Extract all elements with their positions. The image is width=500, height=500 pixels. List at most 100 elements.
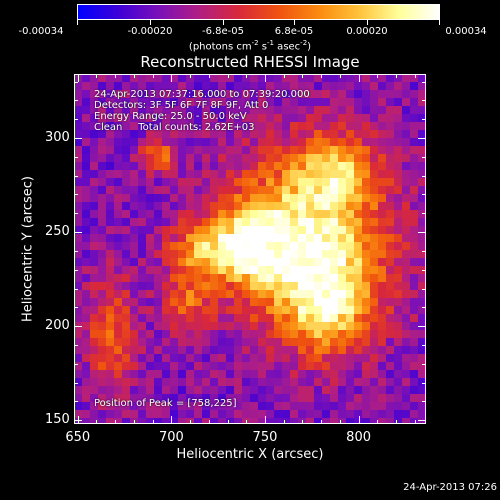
heatmap-cell [234, 418, 243, 424]
heatmap-cell [170, 194, 179, 203]
heatmap-cell [266, 74, 275, 83]
heatmap-cell [322, 154, 331, 163]
heatmap-cell [290, 90, 299, 99]
heatmap-cell [162, 114, 171, 123]
heatmap-cell [202, 82, 211, 91]
heatmap-cell [362, 194, 371, 203]
heatmap-cell [378, 202, 387, 211]
heatmap-cell [346, 402, 355, 411]
heatmap-cell [394, 90, 403, 99]
heatmap-cell [362, 346, 371, 355]
heatmap-cell [266, 274, 275, 283]
colorbar [77, 4, 440, 20]
heatmap-cell [82, 410, 91, 419]
heatmap-cell [146, 234, 155, 243]
heatmap-cell [354, 306, 363, 315]
heatmap-cell [394, 386, 403, 395]
heatmap-cell [106, 362, 115, 371]
heatmap-cell [82, 290, 91, 299]
heatmap-cell [418, 146, 426, 155]
heatmap-cell [338, 242, 347, 251]
heatmap-cell [178, 306, 187, 315]
heatmap-cell [258, 418, 267, 424]
x-axis-minor-tick [190, 420, 192, 424]
y-axis-label: Heliocentric Y (arcsec) [20, 176, 36, 322]
heatmap-cell [98, 330, 107, 339]
heatmap-cell [314, 114, 323, 123]
heatmap-cell [162, 290, 171, 299]
heatmap-cell [394, 314, 403, 323]
heatmap-cell [98, 170, 107, 179]
heatmap-cell [290, 370, 299, 379]
heatmap-cell [250, 234, 259, 243]
heatmap-cell [410, 362, 419, 371]
heatmap-cell [170, 362, 179, 371]
heatmap-cell [370, 218, 379, 227]
heatmap-cell [362, 402, 371, 411]
heatmap-cell [322, 234, 331, 243]
heatmap-cell [282, 314, 291, 323]
heatmap-cell [98, 122, 107, 131]
heatmap-cell [170, 154, 179, 163]
heatmap-cell [298, 330, 307, 339]
heatmap-cell [146, 114, 155, 123]
heatmap-cell [370, 354, 379, 363]
heatmap-cell [210, 370, 219, 379]
heatmap-cell [258, 306, 267, 315]
heatmap-cell [266, 146, 275, 155]
heatmap-cell [394, 186, 403, 195]
heatmap-cell [74, 90, 83, 99]
heatmap-cell [90, 90, 99, 99]
heatmap-cell [234, 250, 243, 259]
heatmap-cell [330, 162, 339, 171]
heatmap-cell [314, 330, 323, 339]
heatmap-cell [170, 266, 179, 275]
heatmap-cell [138, 90, 147, 99]
heatmap-cell [186, 330, 195, 339]
heatmap-cell [370, 202, 379, 211]
heatmap-cell [418, 82, 426, 91]
heatmap-cell [274, 258, 283, 267]
heatmap-cell [386, 154, 395, 163]
heatmap-cell [170, 114, 179, 123]
heatmap-cell [170, 386, 179, 395]
heatmap-cell [386, 242, 395, 251]
heatmap-cell [362, 330, 371, 339]
heatmap-cell [154, 186, 163, 195]
heatmap-cell [90, 394, 99, 403]
heatmap-cell [298, 394, 307, 403]
heatmap-cell [170, 98, 179, 107]
heatmap-cell [178, 138, 187, 147]
heatmap-cell [130, 378, 139, 387]
y-axis-minor-tick [74, 307, 78, 309]
heatmap-cell [242, 338, 251, 347]
y-axis-minor-tick [74, 119, 78, 121]
heatmap-cell [106, 106, 115, 115]
heatmap-cell [146, 146, 155, 155]
heatmap-cell [74, 242, 83, 251]
heatmap-cell [146, 394, 155, 403]
heatmap-cell [314, 346, 323, 355]
heatmap-cell [130, 394, 139, 403]
heatmap-cell [162, 274, 171, 283]
heatmap-cell [314, 418, 323, 424]
heatmap-cell [290, 210, 299, 219]
heatmap-cell [202, 178, 211, 187]
heatmap-cell [90, 258, 99, 267]
heatmap-cell [74, 82, 83, 91]
heatmap-cell [402, 402, 411, 411]
heatmap-cell [250, 330, 259, 339]
heatmap-cell [186, 218, 195, 227]
heatmap-cell [402, 122, 411, 131]
heatmap-cell [306, 402, 315, 411]
heatmap-cell [90, 186, 99, 195]
heatmap-cell [362, 354, 371, 363]
heatmap-cell [218, 98, 227, 107]
heatmap-cell [402, 178, 411, 187]
heatmap-cell [354, 234, 363, 243]
heatmap-cell [82, 362, 91, 371]
heatmap-cell [402, 146, 411, 155]
heatmap-cell [194, 306, 203, 315]
heatmap-cell [322, 250, 331, 259]
heatmap-cell [402, 90, 411, 99]
